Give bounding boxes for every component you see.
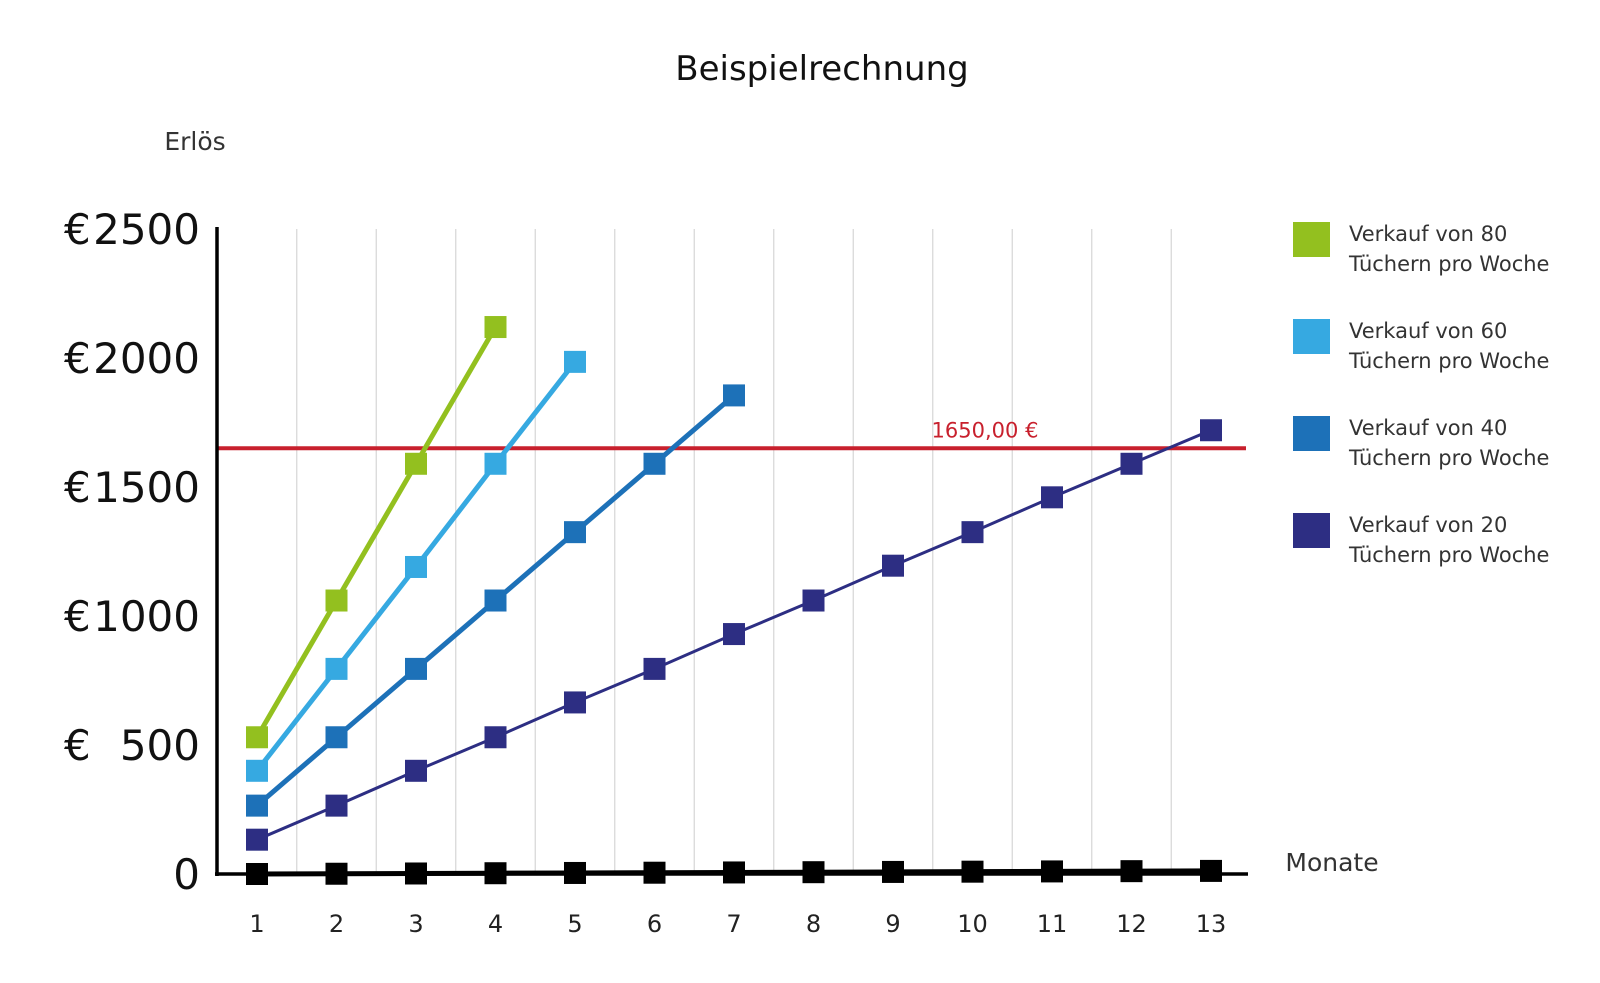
- legend-label: Verkauf von 40: [1349, 416, 1507, 440]
- x-tick-label: 5: [567, 910, 582, 938]
- chart-title: Beispielrechnung: [675, 49, 968, 89]
- y-tick-prefix: €: [64, 721, 91, 770]
- x-tick-label: 12: [1116, 910, 1147, 938]
- vertical-gridlines: [296, 229, 1172, 874]
- legend-item: Verkauf von 60 Tüchern pro Woche: [1293, 319, 1549, 373]
- legend-label: Tüchern pro Woche: [1348, 252, 1549, 276]
- data-point: [723, 384, 745, 407]
- data-point: [325, 794, 348, 817]
- x-tick-label: 2: [329, 910, 344, 938]
- y-axis-title: Erlös: [164, 127, 225, 156]
- data-point: [405, 759, 427, 782]
- data-point: [484, 452, 507, 475]
- x-tick-label: 10: [957, 910, 988, 938]
- x-tick-label: 1: [249, 910, 264, 938]
- series-4: [246, 419, 1222, 851]
- series-3: [246, 384, 745, 817]
- x-tick-labels: 1 2 3 4 5 6 7 8 9 10 11 12 13: [249, 910, 1226, 938]
- legend-swatch: [1293, 222, 1330, 257]
- legend-swatch: [1293, 513, 1330, 548]
- data-point: [961, 521, 984, 544]
- data-point: [405, 555, 427, 578]
- legend-swatch: [1293, 319, 1330, 354]
- series-group: [246, 316, 1222, 885]
- data-point: [325, 726, 348, 749]
- data-point: [1200, 859, 1222, 882]
- data-point: [484, 589, 507, 612]
- legend-item: Verkauf von 20 Tüchern pro Woche: [1293, 513, 1549, 567]
- x-tick-label: 8: [806, 910, 821, 938]
- data-point: [484, 316, 507, 339]
- legend-label: Verkauf von 20: [1349, 513, 1507, 537]
- x-axis-title: Monate: [1285, 848, 1378, 877]
- legend-label: Verkauf von 60: [1349, 319, 1507, 343]
- data-point: [1120, 860, 1143, 883]
- y-tick-label: 500: [120, 721, 200, 770]
- data-point: [882, 554, 904, 577]
- data-point: [325, 657, 348, 680]
- data-point: [882, 860, 904, 883]
- x-tick-label: 7: [726, 910, 741, 938]
- y-tick-prefix: €: [64, 205, 91, 254]
- data-point: [564, 521, 586, 544]
- data-point: [643, 452, 666, 475]
- data-point: [246, 828, 268, 851]
- series-1: [246, 316, 507, 749]
- series-2: [246, 350, 586, 782]
- data-point: [961, 860, 984, 883]
- y-tick-label: 2500: [93, 205, 200, 254]
- data-point: [1041, 486, 1063, 509]
- reference-line-label: 1650,00 €: [932, 418, 1039, 442]
- legend-label: Tüchern pro Woche: [1348, 446, 1549, 470]
- data-point: [246, 794, 268, 817]
- legend-label: Verkauf von 80: [1349, 222, 1507, 246]
- data-point: [325, 589, 348, 612]
- y-tick-prefix: €: [64, 592, 91, 641]
- data-point: [1041, 860, 1063, 883]
- data-point: [802, 589, 825, 612]
- legend-item: Verkauf von 40 Tüchern pro Woche: [1293, 416, 1549, 470]
- data-point: [405, 657, 427, 680]
- data-point: [405, 452, 427, 475]
- x-tick-label: 11: [1037, 910, 1068, 938]
- legend-item: Verkauf von 80 Tüchern pro Woche: [1293, 222, 1549, 276]
- data-point: [564, 691, 586, 714]
- data-point: [246, 759, 268, 782]
- data-point: [1120, 452, 1143, 475]
- data-point: [484, 726, 507, 749]
- data-point: [1200, 419, 1222, 442]
- y-tick-prefix: €: [64, 334, 91, 383]
- data-point: [246, 726, 268, 749]
- data-point: [564, 350, 586, 373]
- legend-label: Tüchern pro Woche: [1348, 543, 1549, 567]
- axes-group: [215, 227, 1248, 876]
- legend-label: Tüchern pro Woche: [1348, 349, 1549, 373]
- reference-line-group: 1650,00 €: [217, 418, 1246, 451]
- x-tick-label: 3: [408, 910, 423, 938]
- y-tick-prefix: €: [64, 463, 91, 512]
- x-tick-label: 6: [647, 910, 662, 938]
- data-point: [723, 623, 745, 646]
- y-tick-label: 1500: [93, 463, 200, 512]
- data-point: [802, 861, 825, 884]
- y-tick-label: 0: [173, 850, 200, 899]
- x-tick-label: 13: [1196, 910, 1227, 938]
- legend-swatch: [1293, 416, 1330, 451]
- x-tick-label: 9: [885, 910, 900, 938]
- y-tick-label: 1000: [93, 592, 200, 641]
- data-point: [643, 657, 666, 680]
- series-line: [254, 325, 498, 739]
- x-tick-label: 4: [488, 910, 503, 938]
- y-tick-label: 2000: [93, 334, 200, 383]
